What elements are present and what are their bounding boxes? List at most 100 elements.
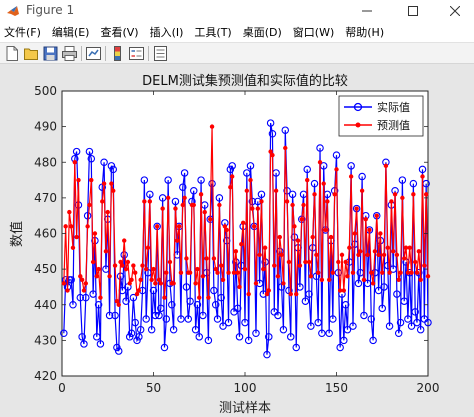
menu-insert[interactable]: 插入(I)	[149, 26, 184, 39]
data-point-predicted	[299, 217, 304, 222]
data-point-predicted	[251, 224, 257, 229]
data-point-predicted	[272, 263, 277, 268]
y-tick-label: 500	[34, 84, 57, 98]
data-point-actual	[120, 251, 128, 259]
window-titlebar: Figure 1	[0, 0, 474, 22]
data-point-actual	[129, 293, 138, 302]
menu-file[interactable]: 文件(F)	[4, 26, 41, 39]
menu-edit[interactable]: 编辑(E)	[51, 26, 90, 39]
menu-desktop[interactable]: 桌面(D)	[242, 26, 282, 39]
axis-ticks: 0 50 100 150 200 420 430 440 450 460 470 480 490 500	[34, 84, 439, 395]
data-point-predicted	[316, 270, 321, 275]
data-point-actual	[78, 333, 86, 341]
data-point-actual	[411, 308, 419, 316]
data-point-predicted	[211, 256, 217, 261]
data-point-predicted	[400, 195, 405, 201]
data-point-actual	[413, 318, 421, 327]
data-point-actual	[385, 322, 394, 330]
window-title: Figure 1	[26, 3, 75, 17]
link-plot-icon[interactable]	[85, 45, 102, 62]
data-point-predicted	[178, 270, 184, 275]
data-point-actual	[72, 147, 81, 156]
print-icon[interactable]	[61, 45, 78, 62]
data-point-predicted	[222, 224, 228, 229]
data-point-actual	[211, 301, 220, 309]
menu-view[interactable]: 查看(V)	[100, 26, 139, 39]
save-icon[interactable]	[42, 45, 59, 62]
y-axis-label: 数值	[9, 221, 25, 247]
data-point-predicted	[151, 266, 156, 272]
data-point-predicted	[74, 234, 79, 240]
data-point-predicted	[374, 213, 379, 218]
data-point-predicted	[330, 270, 336, 275]
data-point-actual	[369, 336, 377, 345]
data-point-actual	[407, 322, 416, 330]
data-point-predicted	[407, 245, 412, 250]
data-point-predicted	[240, 220, 246, 226]
data-point-predicted	[394, 252, 400, 258]
data-point-predicted	[411, 192, 416, 197]
x-tick-label: 50	[146, 381, 161, 395]
data-point-actual	[96, 340, 105, 348]
data-point-actual	[266, 119, 275, 127]
data-point-predicted	[213, 266, 218, 272]
data-point-predicted	[176, 224, 182, 229]
data-point-predicted	[78, 274, 83, 279]
data-point-predicted	[145, 245, 151, 250]
data-point-predicted	[277, 234, 282, 240]
data-point-predicted	[255, 206, 261, 211]
data-point-predicted	[195, 266, 200, 272]
data-point-actual	[332, 151, 341, 159]
colorbar-icon[interactable]	[109, 45, 126, 62]
maximize-button[interactable]	[396, 0, 430, 22]
plot-marks	[60, 119, 432, 359]
data-point-predicted	[129, 277, 134, 283]
property-inspector-icon[interactable]	[152, 45, 169, 62]
data-point-predicted	[242, 266, 248, 272]
legend-marker-actual	[353, 102, 363, 112]
data-point-predicted	[352, 231, 357, 236]
data-point-actual	[122, 297, 130, 305]
data-point-predicted	[131, 263, 136, 268]
menu-window[interactable]: 窗口(W)	[292, 26, 335, 39]
data-point-actual	[155, 311, 163, 320]
data-point-predicted	[184, 256, 189, 261]
data-point-actual	[107, 162, 116, 170]
data-point-predicted	[381, 252, 387, 258]
data-point-actual	[191, 325, 200, 334]
toolbar-separator	[148, 46, 149, 61]
menu-help[interactable]: 帮助(H)	[345, 26, 385, 39]
data-point-predicted	[193, 281, 198, 286]
series-line-predicted	[63, 126, 429, 308]
data-point-actual	[146, 190, 154, 199]
data-point-actual	[171, 197, 180, 206]
data-point-predicted	[70, 245, 76, 250]
new-figure-icon[interactable]	[4, 45, 21, 62]
data-point-predicted	[354, 206, 359, 211]
data-point-actual	[83, 211, 92, 220]
data-point-actual	[114, 347, 123, 355]
data-point-actual	[157, 304, 165, 313]
data-point-predicted	[175, 238, 180, 243]
data-point-predicted	[372, 249, 378, 254]
series-predicted	[61, 124, 431, 308]
data-point-predicted	[402, 256, 407, 261]
data-point-predicted	[370, 281, 376, 286]
data-point-actual	[193, 301, 202, 309]
data-point-predicted	[65, 288, 70, 293]
data-point-predicted	[224, 227, 229, 233]
data-point-predicted	[187, 270, 193, 275]
data-point-actual	[190, 187, 198, 195]
data-point-predicted	[149, 277, 154, 283]
data-point-predicted	[317, 160, 323, 165]
open-file-icon[interactable]	[23, 45, 40, 62]
data-point-predicted	[208, 217, 213, 222]
legend-icon[interactable]	[128, 45, 145, 62]
data-point-actual	[316, 144, 324, 152]
data-point-predicted	[295, 238, 301, 243]
data-point-actual	[418, 165, 427, 174]
close-button[interactable]	[438, 0, 472, 22]
menu-tools[interactable]: 工具(T)	[194, 26, 232, 39]
minimize-button[interactable]	[350, 0, 384, 22]
data-point-predicted	[83, 281, 88, 286]
